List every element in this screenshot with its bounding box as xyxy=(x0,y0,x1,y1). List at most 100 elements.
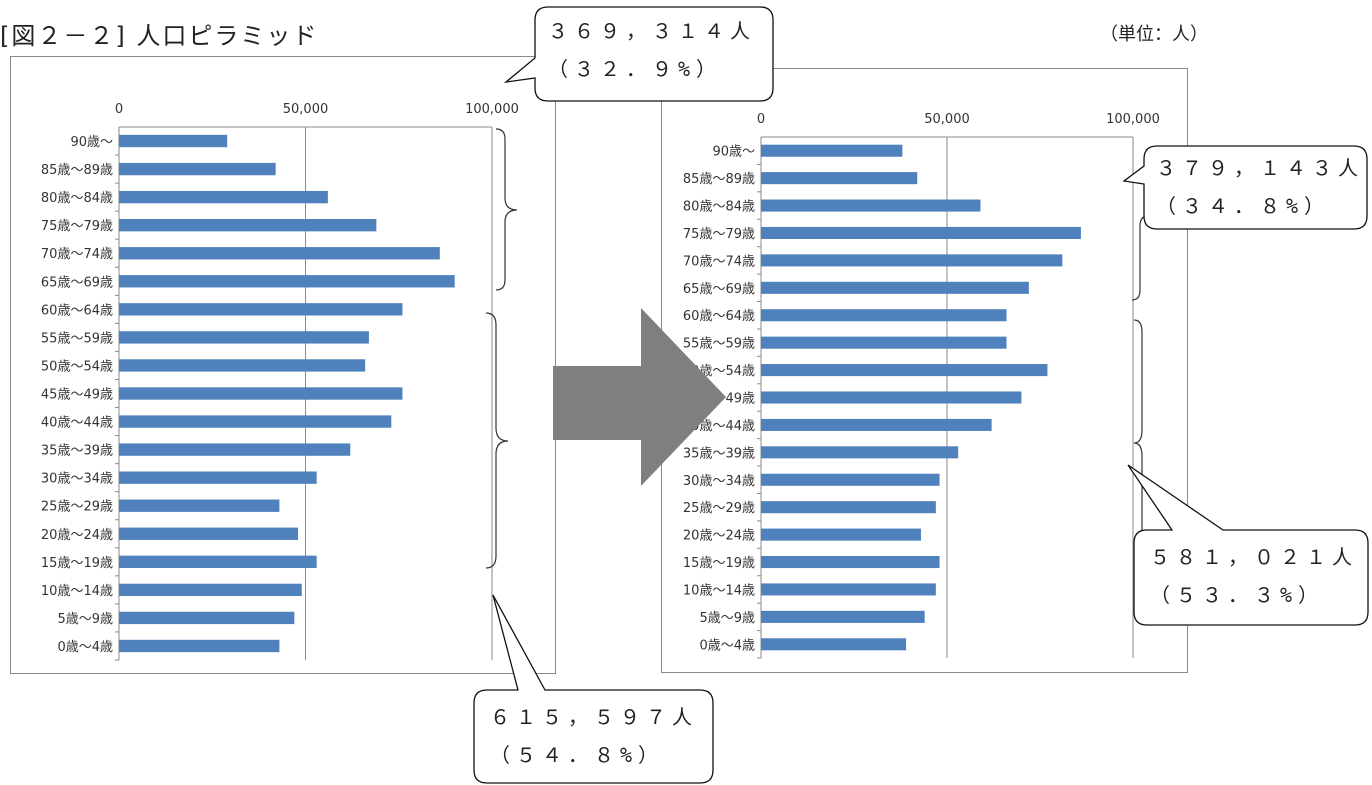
before-x-tick-label: 0 xyxy=(115,102,123,117)
after-category-label: 20歳～24歳 xyxy=(683,529,755,544)
before-category-label: 55歳～59歳 xyxy=(41,331,113,346)
after-bar xyxy=(761,555,940,569)
after-bar xyxy=(761,309,1007,322)
after-bar xyxy=(761,528,921,541)
before-bar xyxy=(119,303,403,316)
after-category-label: 30歳～34歳 xyxy=(683,474,755,489)
before-x-tick-label: 100,000 xyxy=(465,102,519,117)
page-title: [図２－２] 人口ピラミッド xyxy=(0,22,319,50)
before-bar xyxy=(119,247,440,260)
after-x-tick-label: 0 xyxy=(757,112,765,127)
before-bar xyxy=(119,555,317,568)
after-bar xyxy=(761,199,981,212)
before-category-label: 70歳～74歳 xyxy=(41,247,113,262)
chart-after-svg: 0 50,000 100,000 90歳～ 85歳～89歳 80歳～84歳 75歳～79歳 7… xyxy=(683,112,1160,659)
before-category-label: 65歳～69歳 xyxy=(41,275,113,290)
before-x-tick-label: 50,000 xyxy=(283,102,329,117)
callout-right-top: ３７９，１４３人 （３４．８%） xyxy=(1156,149,1364,225)
after-category-label: 75歳～79歳 xyxy=(683,227,755,242)
after-category-label: 60歳～64歳 xyxy=(683,309,755,324)
before-category-label: 80歳～84歳 xyxy=(41,191,113,206)
before-category-label: 5歳～9歳 xyxy=(57,612,113,627)
callout-right-top-count: ３７９，１４３人 xyxy=(1156,156,1364,180)
after-category-label: 65歳～69歳 xyxy=(683,282,755,297)
after-bar xyxy=(761,583,936,596)
after-category-label: 35歳～39歳 xyxy=(683,446,755,461)
before-category-label: 45歳～49歳 xyxy=(41,388,113,403)
before-category-label: 35歳～39歳 xyxy=(41,444,113,459)
before-category-label: 20歳～24歳 xyxy=(41,528,113,543)
before-bar xyxy=(119,162,276,176)
unit-label: （単位：人） xyxy=(1100,24,1208,45)
before-category-label: 75歳～79歳 xyxy=(41,219,113,234)
callout-right-bottom-pct: （５３．３%） xyxy=(1150,583,1325,607)
brace-left-elderly xyxy=(495,128,518,291)
callout-left-top-bubble xyxy=(503,6,774,102)
before-category-label: 30歳～34歳 xyxy=(41,472,113,487)
callout-left-top: ３６９，３１４人 （３２．９%） xyxy=(548,12,756,88)
before-category-label: 50歳～54歳 xyxy=(41,359,113,374)
before-category-label: 40歳～44歳 xyxy=(41,416,113,431)
callout-left-top-pct: （３２．９%） xyxy=(548,57,723,81)
before-bar xyxy=(119,639,280,653)
after-category-label: 85歳～89歳 xyxy=(683,172,755,187)
after-bar xyxy=(761,610,925,623)
before-bar xyxy=(119,499,280,512)
before-bar xyxy=(119,415,392,428)
transition-arrow xyxy=(553,308,726,486)
brace-right-elderly xyxy=(1131,215,1149,301)
before-category-label: 90歳～ xyxy=(70,135,113,150)
after-category-label: 70歳～74歳 xyxy=(683,254,755,269)
chart-before: 0 50,000 100,000 90歳～ 85歳～89歳 80歳～84歳 75歳～79歳 7… xyxy=(10,56,556,674)
chart-before-svg: 0 50,000 100,000 90歳～ 85歳～89歳 80歳～84歳 75歳～79歳 7… xyxy=(41,102,519,661)
before-category-label: 10歳～14歳 xyxy=(41,584,113,599)
after-category-label: 10歳～14歳 xyxy=(683,583,755,598)
after-bar xyxy=(761,364,1048,377)
after-bar xyxy=(761,254,1063,267)
after-category-label: 90歳～ xyxy=(712,145,755,160)
before-bar xyxy=(119,527,299,540)
after-category-label: 0歳～4歳 xyxy=(699,638,755,653)
before-bar xyxy=(119,611,295,625)
after-bar xyxy=(761,172,918,185)
after-bar xyxy=(761,281,1029,294)
after-bar xyxy=(761,226,1081,240)
chart-after: 0 50,000 100,000 90歳～ 85歳～89歳 80歳～84歳 75歳～79歳 7… xyxy=(661,68,1188,673)
after-bar xyxy=(761,418,992,431)
before-category-label: 85歳～89歳 xyxy=(41,163,113,178)
before-bar xyxy=(119,190,328,204)
before-bar xyxy=(119,443,351,456)
before-bar xyxy=(119,331,369,344)
callout-right-bottom-bubble xyxy=(1127,464,1369,626)
callout-left-bottom-count: ６１５，５９７人 xyxy=(490,705,698,729)
before-bar xyxy=(119,387,403,400)
after-x-tick-label: 100,000 xyxy=(1106,112,1160,127)
after-bar xyxy=(761,391,1022,404)
callout-left-bottom-pct: （５４．８%） xyxy=(490,743,665,767)
before-category-label: 0歳～4歳 xyxy=(57,640,113,655)
callout-right-top-bubble xyxy=(1122,145,1368,230)
callout-left-bottom-bubble xyxy=(473,594,714,784)
before-category-label: 25歳～29歳 xyxy=(41,500,113,515)
after-bar xyxy=(761,473,940,486)
after-category-label: 5歳～9歳 xyxy=(699,611,755,626)
before-bar xyxy=(119,359,366,372)
callout-right-top-pct: （３４．８%） xyxy=(1156,194,1331,218)
before-category-label: 15歳～19歳 xyxy=(41,556,113,571)
before-bar xyxy=(119,275,455,288)
before-bar xyxy=(119,583,302,597)
after-category-label: 15歳～19歳 xyxy=(683,556,755,571)
after-bar xyxy=(761,638,907,651)
after-bar xyxy=(761,336,1007,349)
callout-left-top-count: ３６９，３１４人 xyxy=(548,19,756,43)
brace-left-working xyxy=(485,312,509,569)
after-category-label: 80歳～84歳 xyxy=(683,200,755,215)
after-bar xyxy=(761,501,936,514)
after-bar xyxy=(761,144,903,157)
callout-left-bottom: ６１５，５９７人 （５４．８%） xyxy=(490,698,698,774)
callout-right-bottom: ５８１，０２１人 （５３．３%） xyxy=(1150,538,1358,614)
after-category-label: 25歳～29歳 xyxy=(683,501,755,516)
before-bar xyxy=(119,134,228,148)
before-category-label: 60歳～64歳 xyxy=(41,303,113,318)
